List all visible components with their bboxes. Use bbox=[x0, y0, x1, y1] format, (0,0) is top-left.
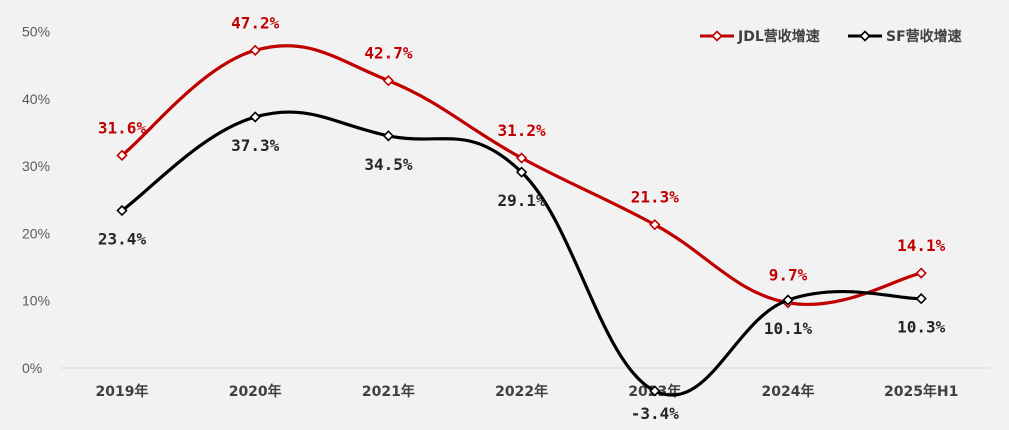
data-point-marker bbox=[782, 294, 794, 306]
data-label: 37.3% bbox=[231, 136, 280, 155]
data-label: 10.1% bbox=[764, 319, 813, 338]
data-point-marker bbox=[116, 149, 128, 161]
x-tick-label: 2020年 bbox=[229, 383, 282, 400]
data-label: 29.1% bbox=[498, 191, 547, 210]
data-point-marker bbox=[515, 166, 528, 178]
y-tick-label: 40% bbox=[22, 91, 50, 107]
legend-label: SF营收增速 bbox=[886, 28, 962, 45]
x-tick-label: 2025年H1 bbox=[884, 383, 958, 400]
x-tick-label: 2022年 bbox=[495, 383, 548, 400]
data-label: 23.4% bbox=[98, 230, 147, 249]
data-point-marker bbox=[116, 204, 128, 217]
data-label: 21.3% bbox=[631, 188, 680, 207]
x-tick-label: 2019年 bbox=[96, 383, 149, 400]
x-tick-label: 2024年 bbox=[762, 383, 815, 400]
data-label: -3.4% bbox=[631, 404, 680, 423]
y-tick-label: 30% bbox=[22, 158, 50, 174]
data-point-marker bbox=[382, 130, 395, 142]
data-point-marker bbox=[249, 111, 261, 123]
data-point-marker bbox=[915, 293, 927, 305]
data-point-marker bbox=[515, 152, 528, 164]
legend-marker bbox=[859, 30, 871, 42]
data-label: 14.1% bbox=[897, 236, 946, 255]
legend: JDL营收增速 SF营收增速 bbox=[700, 28, 962, 45]
data-label: 34.5% bbox=[364, 155, 413, 174]
y-tick-label: 10% bbox=[22, 293, 50, 309]
legend-label: JDL营收增速 bbox=[737, 28, 820, 45]
data-label: 10.3% bbox=[897, 318, 946, 337]
series-lines-layer bbox=[116, 44, 927, 397]
data-point-marker bbox=[249, 44, 261, 56]
data-point-marker bbox=[649, 219, 661, 231]
data-label: 47.2% bbox=[231, 13, 280, 32]
y-tick-label: 0% bbox=[22, 360, 42, 376]
data-point-marker bbox=[382, 74, 395, 87]
data-labels-layer: 31.6% 47.2% 42.7% 31.2% 21.3% 9.7% 14.1% 23.4% 3… bbox=[98, 13, 946, 423]
data-label: 31.2% bbox=[498, 121, 547, 140]
axes-layer: 0% 10% 20% 30% 40% 50% 2019年 2020年 2021年 2022年 202… bbox=[22, 24, 990, 400]
data-label: 42.7% bbox=[364, 44, 413, 63]
y-tick-label: 50% bbox=[22, 24, 50, 40]
data-label: 31.6% bbox=[98, 118, 147, 137]
data-point-marker bbox=[649, 385, 661, 397]
x-tick-label: 2021年 bbox=[362, 383, 415, 400]
y-tick-label: 20% bbox=[22, 225, 50, 241]
data-point-marker bbox=[915, 267, 927, 279]
legend-marker bbox=[711, 30, 723, 42]
data-label: 9.7% bbox=[769, 266, 808, 285]
